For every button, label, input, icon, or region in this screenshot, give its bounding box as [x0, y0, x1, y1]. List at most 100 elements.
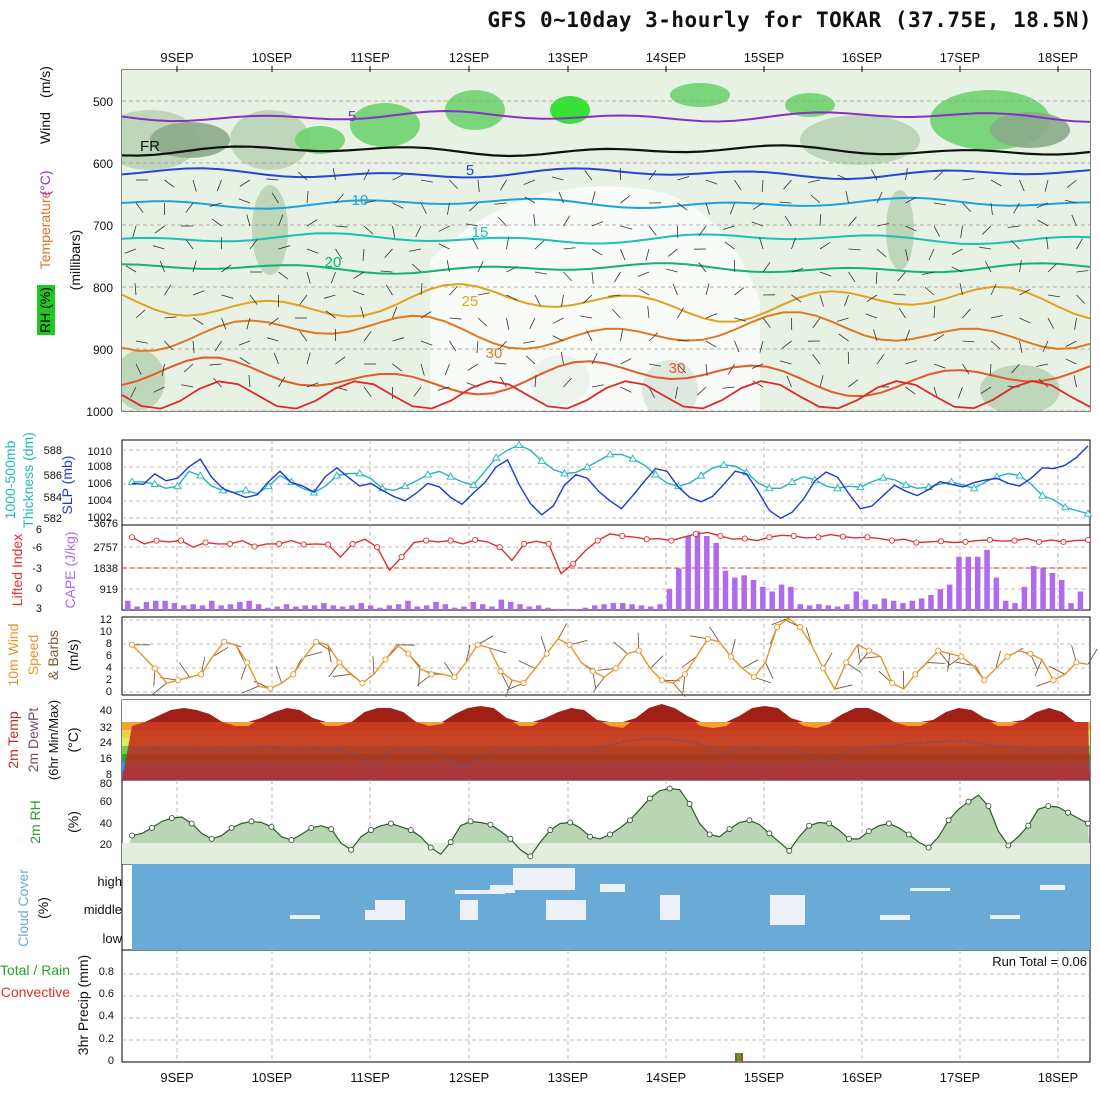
lifted-marker: [349, 540, 356, 547]
wind-barb: [1076, 238, 1083, 250]
wind-barb: [584, 170, 593, 181]
wind-barb: [677, 176, 690, 181]
cape-bar: [881, 598, 888, 610]
wind-barb: [876, 191, 883, 204]
wind-barb: [209, 202, 222, 207]
wind-barb: [372, 656, 375, 675]
wind-barb: [591, 191, 596, 204]
wind-barb: [648, 225, 657, 236]
wind-barb: [472, 238, 479, 250]
lifted-marker: [227, 540, 234, 547]
precip-tick: 0: [108, 1055, 114, 1067]
wind-speed-marker: [520, 680, 527, 687]
wind-barb: [1034, 659, 1043, 677]
lifted-marker: [1084, 536, 1092, 543]
cape-bar: [358, 603, 364, 610]
cape-bar: [199, 605, 206, 610]
lifted-marker: [570, 560, 577, 567]
wind-barb: [249, 239, 258, 250]
wind-barb: [665, 268, 678, 273]
cloud-block: [513, 868, 575, 890]
lifted-marker: [594, 537, 601, 544]
cape-bar: [1049, 573, 1056, 610]
wind-speed-marker: [221, 638, 228, 645]
wind-barb: [893, 293, 906, 296]
thickness-marker: [400, 481, 410, 490]
wind-barb: [819, 214, 822, 227]
cape-bar: [563, 608, 570, 610]
wind-barb: [1076, 270, 1089, 273]
thickness-marker: [605, 450, 615, 458]
y-axis-title: (%): [65, 811, 81, 833]
date-label: 12SEP: [449, 50, 489, 65]
wind-barb: [499, 179, 507, 191]
wind-barb: [534, 240, 545, 250]
wind-barb: [268, 317, 279, 326]
rh-marker: [746, 817, 753, 824]
wind-barb: [933, 171, 943, 181]
temperature-contour: [122, 311, 1090, 352]
wind-speed-marker: [151, 665, 159, 672]
wind-barb: [306, 219, 318, 227]
wind-barb: [1042, 340, 1049, 353]
temp2m-panel: 8 16 24 32 40: [100, 700, 1090, 781]
lifted-tick: 0: [36, 583, 42, 595]
wind-barb: [363, 225, 374, 235]
wind-barb: [466, 223, 479, 227]
slp-tick: 1008: [88, 461, 112, 473]
cape-bar: [582, 607, 589, 610]
rh-marker: [666, 785, 673, 792]
panel-frame: [121, 616, 1091, 696]
wind-barb: [444, 363, 450, 376]
lifted-marker: [937, 538, 944, 545]
wind-barb: [415, 225, 422, 237]
cape-bar: [1040, 568, 1046, 610]
temperature-contour: [122, 109, 1090, 123]
wind-barb: [271, 192, 279, 204]
wind-barb: [762, 317, 771, 328]
wind-barb: [278, 271, 289, 280]
thickness-marker: [901, 480, 911, 489]
wind-barb: [648, 332, 659, 342]
wind-barb: [620, 329, 623, 342]
cape-bar: [498, 599, 505, 610]
wind-barb: [392, 202, 404, 209]
cape-tick: 1838: [94, 563, 118, 575]
wind-barb: [380, 270, 393, 273]
wind-barb: [563, 247, 576, 250]
wind-barb: [681, 656, 697, 668]
date-label: 12SEP: [449, 1070, 489, 1085]
cape-bar: [554, 608, 561, 610]
contour-label: 30: [486, 345, 503, 362]
wind-barb: [164, 284, 172, 296]
wind-speed-marker: [704, 635, 711, 642]
rh-marker: [148, 824, 155, 831]
lifted-marker: [472, 536, 479, 543]
wind-barb: [563, 377, 572, 388]
cape-bar: [311, 605, 318, 610]
rh-marker: [308, 824, 315, 831]
cape-bar: [629, 604, 635, 610]
cape-tick: 919: [100, 584, 118, 596]
wind-barb: [924, 286, 935, 296]
pressure-tick-label: 500: [93, 95, 113, 109]
panel-frame: [121, 524, 1091, 611]
thickness-marker: [537, 456, 546, 464]
wind-barb: [779, 360, 792, 365]
wind-barb: [751, 221, 764, 227]
wind-barb: [306, 352, 311, 365]
wind-barb: [306, 191, 309, 204]
wind-barb: [498, 340, 507, 351]
y-axis-title: & Barbs: [45, 630, 61, 680]
wind-barb: [449, 179, 458, 190]
lifted-marker: [300, 541, 307, 548]
wind-barb: [876, 223, 889, 227]
wind-barb: [765, 662, 774, 680]
wind-barb: [647, 306, 650, 319]
wind-barb: [181, 384, 194, 388]
cape-bar: [760, 586, 766, 610]
wind-barb: [1047, 294, 1060, 298]
rh-shading: [350, 103, 420, 147]
rh-marker: [567, 819, 574, 826]
thickness-marker: [423, 470, 433, 478]
